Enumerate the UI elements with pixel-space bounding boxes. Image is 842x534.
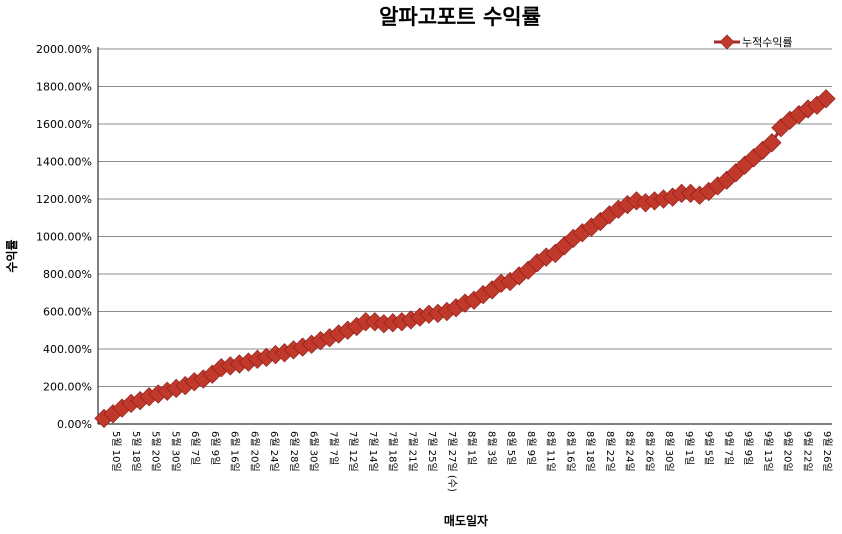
- legend-label: 누적수익률: [742, 36, 793, 49]
- x-tick-label: 8월 26일: [643, 431, 655, 472]
- y-tick-label: 400.00%: [43, 343, 92, 356]
- x-tick-label: 8월 1일: [466, 431, 478, 465]
- x-tick-label: 9월 22일: [801, 431, 813, 472]
- x-tick-label: 6월 16일: [229, 431, 241, 472]
- x-tick-label: 9월 7일: [722, 431, 734, 465]
- x-tick-label: 8월 22일: [604, 431, 616, 472]
- x-tick-label: 9월 5일: [703, 431, 715, 465]
- x-tick-label: 7월 18일: [387, 431, 399, 472]
- gridlines: [98, 48, 832, 387]
- y-tick-labels: 0.00% 200.00% 400.00% 600.00% 800.00% 1000.00…: [36, 43, 92, 431]
- x-tick-label: 6월 30일: [308, 431, 320, 472]
- x-tick-label: 8월 16일: [564, 431, 576, 472]
- x-tick-label: 7월 7일: [327, 431, 339, 465]
- x-tick-label: 5월 18일: [130, 431, 142, 472]
- x-tick-label: 7월 21일: [406, 431, 418, 472]
- x-tick-label: 8월 30일: [663, 431, 675, 472]
- y-tick-label: 1600.00%: [36, 118, 92, 131]
- y-tick-label: 1000.00%: [36, 231, 92, 244]
- x-tick-label: 7월 12일: [347, 431, 359, 472]
- x-tick-label: 8월 5일: [505, 431, 517, 465]
- y-tick-label: 200.00%: [43, 381, 92, 394]
- x-tick-label: 8월 11일: [545, 431, 557, 472]
- y-tick-label: 2000.00%: [36, 43, 92, 56]
- legend: 누적수익률: [714, 34, 793, 50]
- x-tick-label: 9월 13일: [762, 431, 774, 472]
- y-tick-label: 600.00%: [43, 306, 92, 319]
- x-tick-label: 6월 24일: [268, 431, 280, 472]
- x-tick-label: 6월 9일: [209, 431, 221, 465]
- x-tick-label: 5월 30일: [169, 431, 181, 472]
- x-tick-label: 5월 10일: [110, 431, 122, 472]
- x-tick-label: 8월 24일: [624, 431, 636, 472]
- y-tick-label: 1200.00%: [36, 193, 92, 206]
- x-tick-label: 6월 20일: [248, 431, 260, 472]
- y-tick-label: 1800.00%: [36, 81, 92, 94]
- y-tick-label: 800.00%: [43, 268, 92, 281]
- x-tick-label: 6월 28일: [288, 431, 300, 472]
- x-tick-label: 8월 9일: [525, 431, 537, 465]
- x-tick-labels: 5월 10일 5월 18일 5월 20일 5월 30일 6월 7일 6월 9일 6월 16일…: [110, 431, 833, 492]
- x-tick-label: 7월 27일 (수): [446, 431, 458, 492]
- data-point: [816, 89, 836, 109]
- chart-title: 알파고포트 수익률: [379, 5, 541, 29]
- y-axis-label: 수익률: [5, 239, 19, 272]
- x-tick-label: 7월 25일: [426, 431, 438, 472]
- x-tick-label: 9월 9일: [742, 431, 754, 465]
- x-tick-label: 6월 7일: [189, 431, 201, 465]
- x-tick-label: 5월 20일: [150, 431, 162, 472]
- data-point: [762, 133, 782, 153]
- x-tick-label: 9월 26일: [821, 431, 833, 472]
- x-axis-label: 매도일자: [444, 513, 488, 528]
- y-tick-label: 0.00%: [57, 418, 92, 431]
- legend-marker: [719, 34, 735, 50]
- x-tick-label: 9월 20일: [782, 431, 794, 472]
- x-tick-label: 7월 14일: [367, 431, 379, 472]
- series-markers: [94, 89, 836, 429]
- x-tick-label: 8월 3일: [485, 431, 497, 465]
- x-tick-label: 8월 18일: [584, 431, 596, 472]
- y-tick-label: 1400.00%: [36, 156, 92, 169]
- x-tick-label: 9월 1일: [683, 431, 695, 465]
